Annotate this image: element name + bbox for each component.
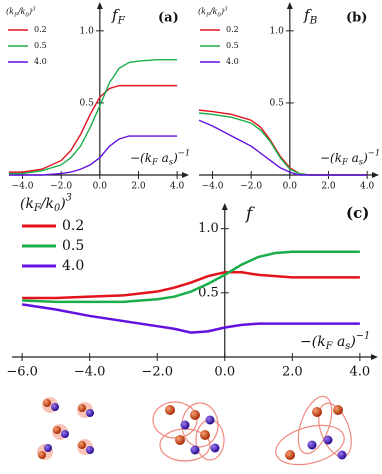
x-axis-label: −(kF as)−1 [130, 147, 190, 166]
legend-label: 0.2 [226, 25, 239, 34]
panel-label: (c) [346, 204, 369, 222]
series-line [9, 58, 178, 175]
legend-label: 4.0 [226, 57, 239, 66]
y-axis-label: fF [111, 6, 126, 27]
x-axis-arrow [371, 354, 378, 360]
legend-label: 0.2 [34, 25, 47, 34]
panel: −6.0 −4.0 −2.0 0.0 2.0 4.0 0.5 1.0 (c) f −(kF as)−… [6, 192, 378, 380]
panel: −4.0 −2.0 0.0 2.0 4.0 0.5 1.0 (a) fF −(kF as)−1 (k… [6, 2, 190, 192]
x-tick-label: −2.0 [141, 365, 173, 380]
legend-label: 0.5 [62, 238, 84, 254]
x-tick-label: 0.0 [283, 182, 298, 192]
y-tick-label: 0.5 [80, 98, 95, 108]
x-tick-label: 4.0 [170, 182, 185, 192]
series-line [9, 135, 178, 176]
x-tick-label: 4.0 [350, 365, 371, 380]
series-line [22, 271, 360, 300]
x-tick-label: 4.0 [360, 182, 375, 192]
y-axis-arrow [286, 2, 293, 9]
legend-title: (kF/k0)3 [6, 6, 36, 18]
series-line [9, 84, 178, 173]
x-tick-label: 0.0 [214, 365, 235, 380]
y-tick-label: 1.0 [270, 26, 285, 36]
x-tick-label: −2.0 [240, 182, 262, 192]
pairs [152, 401, 225, 462]
series-line [198, 119, 368, 176]
panel: −4.0 −2.0 0.0 2.0 4.0 0.5 1.0 (b) fB −(kF as)−1 (k… [198, 2, 380, 192]
y-tick-label: 1.0 [80, 26, 95, 36]
y-axis-arrow [96, 2, 103, 9]
y-axis-label: f [244, 204, 255, 224]
x-tick-label: 2.0 [131, 182, 146, 192]
x-tick-label: −4.0 [202, 182, 224, 192]
x-tick-label: −4.0 [12, 182, 34, 192]
x-axis-label: −(kF as)−1 [300, 330, 370, 352]
cooper-pairs [275, 395, 352, 466]
x-tick-label: −4.0 [74, 365, 106, 380]
y-tick-label: 0.5 [198, 285, 219, 300]
panel-label: (a) [158, 11, 179, 26]
y-tick-label: 1.0 [198, 221, 219, 236]
legend-label: 0.5 [226, 41, 239, 50]
y-axis-arrow [221, 203, 228, 210]
series-line [22, 250, 360, 304]
legend-title: (kF/k0)3 [20, 192, 72, 214]
y-axis-label: fB [303, 6, 318, 27]
x-axis-arrow [182, 172, 189, 178]
legend-label: 4.0 [62, 258, 84, 274]
x-axis-arrow [372, 172, 379, 178]
illustrations [37, 395, 352, 466]
x-tick-label: −6.0 [6, 365, 38, 380]
x-axis-label: −(kF as)−1 [320, 147, 380, 166]
x-tick-label: 0.0 [93, 182, 108, 192]
molecules [37, 397, 94, 460]
legend-label: 0.5 [34, 41, 47, 50]
series-line [21, 303, 360, 334]
x-tick-label: −2.0 [50, 182, 72, 192]
y-tick-label: 0.5 [270, 98, 285, 108]
x-tick-label: 2.0 [282, 365, 303, 380]
legend-title: (kF/k0)3 [198, 6, 228, 18]
x-tick-label: 2.0 [321, 182, 336, 192]
legend-label: 0.2 [62, 218, 84, 234]
panel-label: (b) [346, 11, 367, 26]
legend-label: 4.0 [34, 57, 47, 66]
